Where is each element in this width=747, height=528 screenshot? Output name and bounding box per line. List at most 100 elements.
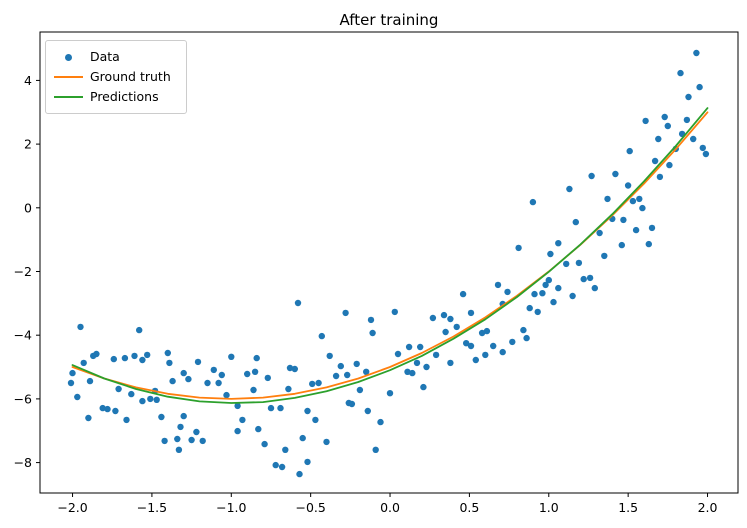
predictions-line xyxy=(71,107,709,404)
data-point xyxy=(580,275,587,283)
data-point xyxy=(547,250,554,258)
data-point xyxy=(463,340,470,347)
data-point xyxy=(282,446,289,453)
data-point xyxy=(447,315,454,323)
data-point xyxy=(363,368,370,375)
ground-truth-line-icon xyxy=(53,76,83,78)
data-point xyxy=(315,379,322,387)
data-point xyxy=(264,374,271,382)
data-point xyxy=(104,405,111,413)
data-point xyxy=(604,195,611,203)
data-point xyxy=(153,396,160,403)
data-point xyxy=(555,240,562,247)
data-point xyxy=(531,290,538,298)
data-point xyxy=(166,359,173,367)
data-point xyxy=(447,359,454,367)
x-tick-label: −0.5 xyxy=(295,500,325,515)
data-point xyxy=(515,244,522,252)
legend-label: Ground truth xyxy=(90,69,171,84)
data-point xyxy=(332,372,340,380)
data-point xyxy=(223,391,230,399)
legend-label: Data xyxy=(90,49,120,64)
data-point xyxy=(409,369,416,377)
data-point xyxy=(651,157,659,165)
data-point xyxy=(99,404,106,412)
data-point xyxy=(661,113,668,121)
data-point xyxy=(174,435,181,443)
data-point xyxy=(234,402,241,410)
data-point xyxy=(624,182,632,189)
data-point xyxy=(304,458,311,466)
data-point xyxy=(632,226,640,234)
data-point xyxy=(453,323,460,331)
data-point xyxy=(272,461,279,469)
data-point xyxy=(367,316,375,324)
data-point xyxy=(296,470,303,478)
data-point xyxy=(299,434,306,442)
data-point xyxy=(391,308,398,316)
data-point xyxy=(642,117,649,125)
data-point xyxy=(656,173,664,181)
data-point xyxy=(440,311,448,319)
data-point xyxy=(664,122,671,130)
x-tick-label: −1.0 xyxy=(216,500,246,515)
data-point xyxy=(648,224,656,232)
legend-label: Predictions xyxy=(90,89,159,104)
data-point xyxy=(404,368,411,375)
data-point xyxy=(372,446,379,453)
chart-title: After training xyxy=(339,11,439,29)
data-point xyxy=(550,298,557,306)
data-point xyxy=(244,370,251,378)
y-tick-label: 0 xyxy=(24,200,32,215)
data-point xyxy=(285,385,292,393)
data-point xyxy=(432,351,440,359)
data-point xyxy=(626,147,633,155)
data-point xyxy=(323,438,330,446)
data-point xyxy=(601,252,608,260)
data-point xyxy=(478,329,486,337)
data-point xyxy=(588,172,595,180)
data-point xyxy=(185,375,192,383)
data-point xyxy=(612,170,619,178)
data-point xyxy=(77,323,84,331)
data-point xyxy=(693,49,700,57)
data-point xyxy=(115,385,122,393)
data-point xyxy=(121,354,129,362)
x-tick-label: −2.0 xyxy=(57,500,87,515)
x-tick-label: 0.5 xyxy=(459,500,479,515)
legend-item-predictions: Predictions xyxy=(46,87,186,107)
data-point xyxy=(251,368,259,375)
data-point xyxy=(542,281,549,289)
data-point xyxy=(572,218,579,226)
data-point xyxy=(344,371,351,379)
data-point xyxy=(193,428,200,436)
data-point xyxy=(529,198,537,206)
data-point xyxy=(318,332,325,340)
data-point xyxy=(420,383,427,391)
data-point xyxy=(147,395,154,403)
x-tick-label: 0.0 xyxy=(380,500,400,515)
data-point xyxy=(696,83,703,91)
x-tick-label: 1.0 xyxy=(539,500,559,515)
data-point xyxy=(417,343,424,351)
data-point xyxy=(309,380,316,388)
data-point xyxy=(639,204,646,212)
plot-border xyxy=(39,31,739,494)
data-point xyxy=(112,407,119,415)
data-point xyxy=(164,349,171,357)
data-point xyxy=(261,440,268,448)
y-tick-label: −6 xyxy=(14,391,32,406)
data-point xyxy=(702,150,710,158)
data-point xyxy=(442,328,449,336)
data-point xyxy=(369,329,376,337)
data-point xyxy=(199,437,206,445)
data-point xyxy=(161,437,168,445)
data-point xyxy=(459,290,467,298)
data-point xyxy=(85,414,92,422)
data-point xyxy=(158,413,165,421)
data-point xyxy=(139,397,146,405)
data-point xyxy=(539,290,546,297)
data-point xyxy=(591,284,598,292)
data-point xyxy=(520,326,527,334)
